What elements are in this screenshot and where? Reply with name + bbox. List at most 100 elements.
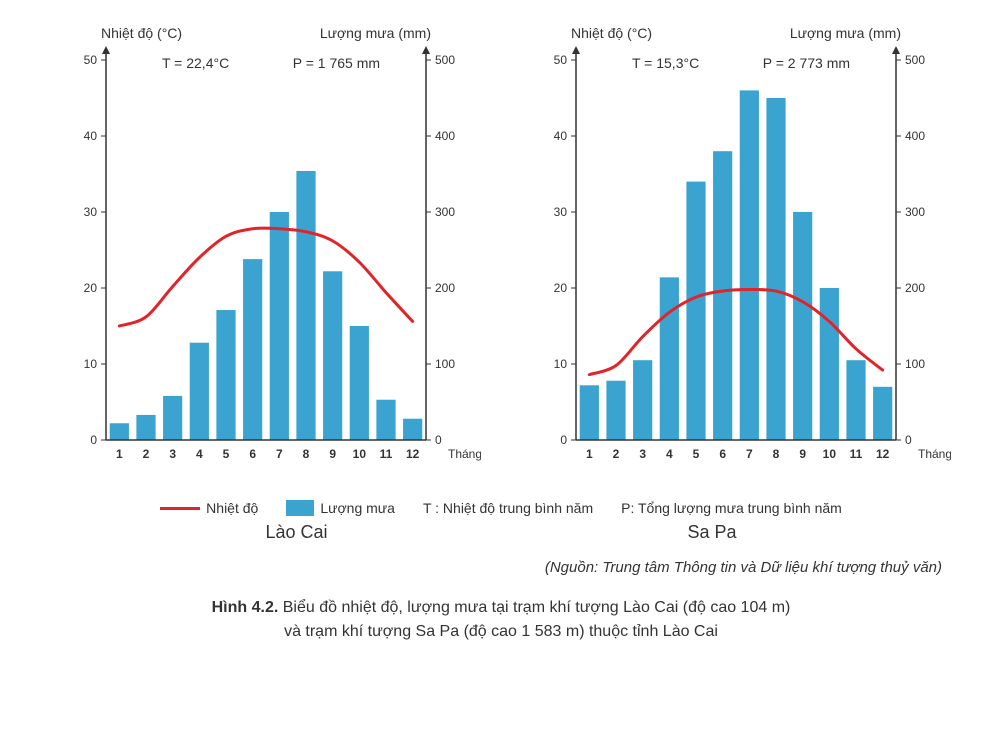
rain-bar bbox=[350, 326, 369, 440]
svg-text:10: 10 bbox=[84, 357, 98, 371]
rain-bar bbox=[713, 151, 732, 440]
station-names: Lào Cai Sa Pa bbox=[20, 522, 982, 543]
caption-line1: Biểu đồ nhiệt độ, lượng mưa tại trạm khí… bbox=[278, 599, 790, 616]
svg-text:100: 100 bbox=[905, 357, 925, 371]
svg-text:2: 2 bbox=[613, 447, 620, 461]
rain-bar bbox=[793, 212, 812, 440]
rain-bar bbox=[846, 360, 865, 440]
svg-text:12: 12 bbox=[406, 447, 420, 461]
rain-bar bbox=[296, 171, 315, 440]
svg-text:3: 3 bbox=[639, 447, 646, 461]
svg-text:11: 11 bbox=[380, 447, 393, 461]
rain-bar bbox=[110, 423, 129, 440]
svg-text:10: 10 bbox=[554, 357, 568, 371]
svg-text:8: 8 bbox=[303, 447, 310, 461]
svg-text:200: 200 bbox=[905, 281, 925, 295]
svg-text:P = 2 773 mm: P = 2 773 mm bbox=[763, 55, 850, 71]
rain-bar bbox=[190, 343, 209, 440]
legend-temp: Nhiệt độ bbox=[160, 500, 258, 516]
svg-text:Lượng mưa (mm): Lượng mưa (mm) bbox=[320, 25, 431, 41]
svg-text:7: 7 bbox=[746, 447, 753, 461]
legend-T-def: T : Nhiệt độ trung bình năm bbox=[423, 500, 593, 516]
figure-caption: Hình 4.2. Biểu đồ nhiệt độ, lượng mưa tạ… bbox=[20, 596, 982, 644]
svg-text:50: 50 bbox=[84, 53, 98, 67]
svg-text:9: 9 bbox=[329, 447, 336, 461]
svg-text:4: 4 bbox=[196, 447, 203, 461]
legend-temp-label: Nhiệt độ bbox=[206, 500, 258, 516]
svg-text:10: 10 bbox=[823, 447, 837, 461]
rain-bar bbox=[660, 277, 679, 440]
svg-text:20: 20 bbox=[84, 281, 98, 295]
svg-text:10: 10 bbox=[353, 447, 367, 461]
svg-text:0: 0 bbox=[560, 433, 567, 447]
svg-text:3: 3 bbox=[169, 447, 176, 461]
svg-text:6: 6 bbox=[719, 447, 726, 461]
svg-text:Lượng mưa (mm): Lượng mưa (mm) bbox=[790, 25, 901, 41]
legend-P-def: P: Tổng lượng mưa trung bình năm bbox=[621, 500, 842, 516]
station-name-sapa: Sa Pa bbox=[688, 522, 737, 543]
legend-rain-swatch bbox=[286, 500, 314, 516]
svg-text:P = 1 765 mm: P = 1 765 mm bbox=[293, 55, 380, 71]
svg-text:T = 15,3°C: T = 15,3°C bbox=[632, 55, 699, 71]
svg-text:1: 1 bbox=[116, 447, 123, 461]
svg-text:50: 50 bbox=[554, 53, 568, 67]
rain-bar bbox=[216, 310, 235, 440]
legend: Nhiệt độ Lượng mưa T : Nhiệt độ trung bì… bbox=[20, 500, 982, 516]
svg-text:300: 300 bbox=[435, 205, 455, 219]
svg-text:400: 400 bbox=[435, 129, 455, 143]
chart-svg-laocai: Nhiệt độ (°C) Lượng mưa (mm) T = 22,4°C P =… bbox=[51, 20, 481, 500]
rain-bar bbox=[686, 182, 705, 440]
rain-bar bbox=[403, 419, 422, 440]
charts-row: Nhiệt độ (°C) Lượng mưa (mm) T = 22,4°C P =… bbox=[20, 20, 982, 500]
svg-text:40: 40 bbox=[84, 129, 98, 143]
svg-text:0: 0 bbox=[435, 433, 442, 447]
rain-bar bbox=[740, 90, 759, 440]
svg-text:11: 11 bbox=[850, 447, 863, 461]
svg-text:5: 5 bbox=[693, 447, 700, 461]
legend-temp-line bbox=[160, 507, 200, 510]
svg-text:Tháng: Tháng bbox=[448, 447, 481, 461]
svg-text:7: 7 bbox=[276, 447, 283, 461]
source-citation: (Nguồn: Trung tâm Thông tin và Dữ liệu k… bbox=[20, 559, 982, 576]
rain-bar bbox=[820, 288, 839, 440]
svg-text:40: 40 bbox=[554, 129, 568, 143]
svg-text:Nhiệt độ (°C): Nhiệt độ (°C) bbox=[571, 25, 652, 41]
rain-bar bbox=[323, 271, 342, 440]
caption-line2: và trạm khí tượng Sa Pa (độ cao 1 583 m)… bbox=[284, 623, 718, 640]
svg-text:200: 200 bbox=[435, 281, 455, 295]
rain-bar bbox=[136, 415, 155, 440]
svg-text:100: 100 bbox=[435, 357, 455, 371]
legend-rain-label: Lượng mưa bbox=[320, 500, 395, 516]
svg-text:12: 12 bbox=[876, 447, 890, 461]
svg-text:0: 0 bbox=[90, 433, 97, 447]
svg-text:Tháng: Tháng bbox=[918, 447, 951, 461]
svg-text:5: 5 bbox=[223, 447, 230, 461]
svg-text:400: 400 bbox=[905, 129, 925, 143]
legend-rain: Lượng mưa bbox=[286, 500, 395, 516]
station-name-laocai: Lào Cai bbox=[265, 522, 327, 543]
rain-bar bbox=[376, 400, 395, 440]
svg-text:1: 1 bbox=[586, 447, 593, 461]
svg-text:20: 20 bbox=[554, 281, 568, 295]
svg-text:8: 8 bbox=[773, 447, 780, 461]
svg-text:T = 22,4°C: T = 22,4°C bbox=[162, 55, 229, 71]
svg-text:2: 2 bbox=[143, 447, 150, 461]
rain-bar bbox=[270, 212, 289, 440]
rain-bar bbox=[606, 381, 625, 440]
svg-text:30: 30 bbox=[554, 205, 568, 219]
svg-text:4: 4 bbox=[666, 447, 673, 461]
rain-bar bbox=[873, 387, 892, 440]
chart-laocai: Nhiệt độ (°C) Lượng mưa (mm) T = 22,4°C P =… bbox=[51, 20, 481, 500]
rain-bar bbox=[766, 98, 785, 440]
rain-bar bbox=[163, 396, 182, 440]
rain-bar bbox=[580, 385, 599, 440]
chart-svg-sapa: Nhiệt độ (°C) Lượng mưa (mm) T = 15,3°C P =… bbox=[521, 20, 951, 500]
svg-text:500: 500 bbox=[905, 53, 925, 67]
svg-text:Nhiệt độ (°C): Nhiệt độ (°C) bbox=[101, 25, 182, 41]
rain-bar bbox=[243, 259, 262, 440]
svg-text:0: 0 bbox=[905, 433, 912, 447]
rain-bar bbox=[633, 360, 652, 440]
svg-text:30: 30 bbox=[84, 205, 98, 219]
chart-sapa: Nhiệt độ (°C) Lượng mưa (mm) T = 15,3°C P =… bbox=[521, 20, 951, 500]
svg-text:9: 9 bbox=[799, 447, 806, 461]
